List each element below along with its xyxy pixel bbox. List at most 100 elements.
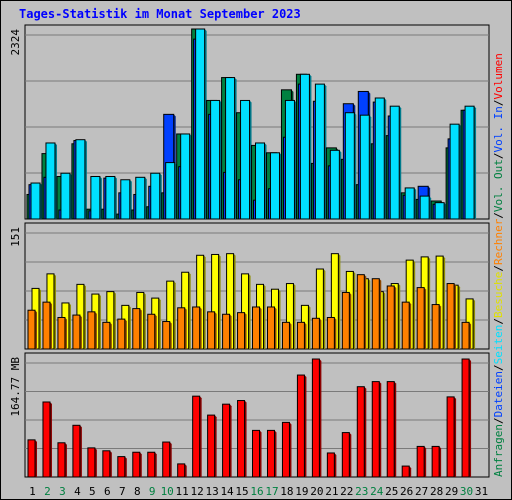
side-legend-item: / [492, 265, 505, 272]
bar-seiten-7 [120, 179, 132, 220]
bar-volumen-25 [386, 381, 397, 478]
x-tick-label: 5 [89, 485, 96, 498]
bar-besuche-21 [330, 253, 341, 350]
x-tick-label: 27 [415, 485, 428, 498]
bar-seiten-10 [165, 162, 177, 220]
x-tick-label: 31 [475, 485, 488, 498]
x-tick-label: 4 [74, 485, 81, 498]
x-tick-label: 30 [460, 485, 473, 498]
bar-rechner-24 [371, 278, 382, 350]
x-tick-label: 26 [400, 485, 413, 498]
x-tick-label: 10 [161, 485, 174, 498]
bar-rechner-30 [461, 321, 472, 350]
x-tick-label: 24 [370, 485, 384, 498]
bar-seiten-13 [210, 99, 222, 220]
bar-seiten-2 [45, 142, 57, 220]
y-axis-max-label: 151 [9, 227, 22, 247]
bar-seiten-3 [60, 172, 72, 220]
bar-rechner-11 [177, 307, 187, 350]
bar-volumen-3 [57, 442, 67, 478]
x-tick-label: 16 [250, 485, 263, 498]
bar-seiten-14 [225, 77, 237, 220]
x-tick-label: 18 [280, 485, 293, 498]
bar-seiten-11 [180, 133, 192, 220]
side-legend-item: Vol. In [492, 106, 505, 152]
bar-rechner-4 [72, 314, 82, 350]
bar-rechner-27 [416, 287, 427, 350]
side-legend-item: Anfragen [492, 424, 505, 477]
bar-seiten-8 [135, 176, 147, 220]
bar-rechner-26 [401, 301, 412, 350]
bar-seiten-20 [314, 83, 327, 220]
bar-seiten-24 [374, 97, 387, 220]
bar-rechner-8 [132, 308, 142, 350]
x-tick-label: 9 [149, 485, 156, 498]
x-tick-label: 14 [220, 485, 234, 498]
bar-seiten-21 [329, 149, 342, 220]
side-legend-item: / [492, 152, 505, 159]
bar-seiten-27 [419, 195, 432, 220]
x-tick-label: 1 [29, 485, 36, 498]
bar-volumen-29 [446, 396, 457, 478]
bar-volumen-9 [147, 451, 157, 478]
bar-volumen-27 [416, 445, 427, 478]
x-tick-label: 28 [430, 485, 443, 498]
bar-volumen-1 [27, 439, 37, 478]
bar-volumen-11 [177, 463, 187, 478]
side-legend-item: / [492, 364, 505, 371]
side-legend-item: / [492, 417, 505, 424]
x-tick-label: 8 [134, 485, 141, 498]
side-legend-item: Vol. Out [492, 159, 505, 212]
side-legend-item: / [492, 212, 505, 219]
bar-rechner-25 [386, 285, 397, 350]
x-tick-label: 29 [445, 485, 458, 498]
bar-volumen-18 [281, 421, 292, 478]
bar-volumen-8 [132, 451, 142, 478]
bar-seiten-16 [255, 142, 267, 220]
bar-seiten-19 [299, 73, 312, 220]
x-tick-label: 22 [340, 485, 353, 498]
bar-rechner-5 [87, 311, 97, 350]
bar-volumen-21 [326, 452, 337, 478]
bar-volumen-10 [162, 441, 172, 478]
bar-rechner-18 [281, 321, 292, 350]
bar-besuche-14 [226, 253, 236, 350]
bar-volumen-5 [87, 447, 97, 478]
bar-volumen-22 [341, 432, 352, 478]
bar-seiten-5 [90, 175, 102, 220]
bar-rechner-2 [42, 301, 52, 350]
x-tick-label: 17 [265, 485, 278, 498]
bar-seiten-26 [404, 187, 417, 220]
bar-volumen-12 [192, 395, 202, 478]
bar-seiten-30 [464, 105, 477, 220]
y-axis-max-label: 164.77 MB [9, 357, 22, 417]
side-legend-item: / [492, 318, 505, 325]
x-tick-label: 11 [176, 485, 189, 498]
bar-rechner-12 [192, 306, 202, 350]
x-tick-label: 2 [44, 485, 51, 498]
bar-volumen-20 [311, 358, 322, 478]
bar-rechner-15 [237, 312, 247, 350]
bar-rechner-19 [296, 321, 307, 350]
bar-seiten-28 [434, 202, 447, 220]
x-tick-label: 23 [355, 485, 368, 498]
bar-volumen-4 [72, 424, 82, 478]
bar-volumen-26 [401, 465, 412, 478]
bar-seiten-25 [389, 105, 402, 220]
bar-rechner-9 [147, 313, 157, 350]
bar-rechner-28 [431, 304, 442, 350]
bar-seiten-22 [344, 112, 357, 220]
bar-volumen-19 [296, 374, 307, 478]
side-legend-item: Volumen [492, 53, 505, 99]
x-tick-label: 3 [59, 485, 66, 498]
side-legend-item: Seiten [492, 325, 505, 365]
bar-rechner-22 [341, 291, 352, 350]
bar-seiten-17 [269, 152, 282, 220]
bar-rechner-13 [207, 311, 217, 350]
bar-seiten-1 [30, 182, 42, 220]
bar-seiten-6 [105, 175, 117, 220]
bar-seiten-4 [75, 139, 87, 220]
bar-volumen-30 [461, 358, 472, 478]
